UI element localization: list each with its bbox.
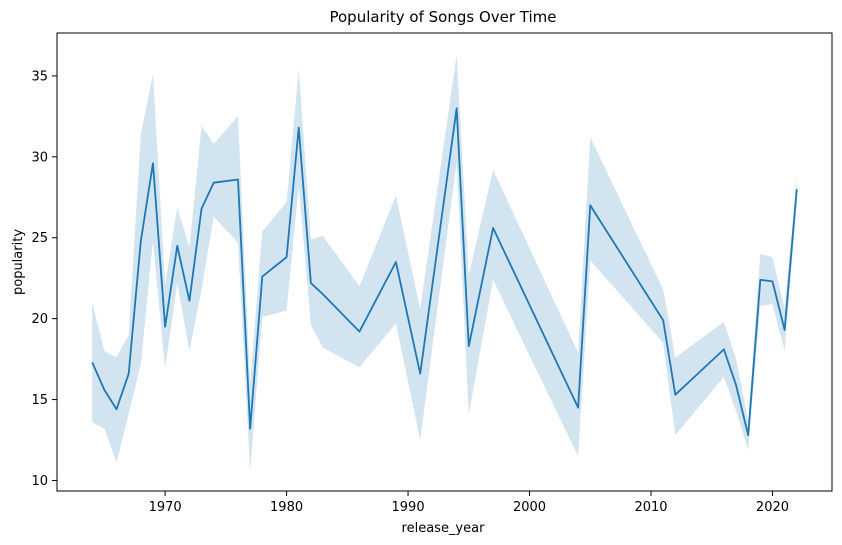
data-point (211, 180, 216, 185)
data-point (758, 277, 763, 282)
data-point (163, 324, 168, 329)
y-tick-label: 15 (31, 393, 48, 408)
x-tick-label: 2020 (756, 500, 789, 515)
data-point (588, 203, 593, 208)
plot-frame (56, 32, 833, 492)
x-tick-label: 1970 (149, 500, 182, 515)
data-point (466, 344, 471, 349)
x-axis-label: release_year (402, 521, 486, 536)
confidence-band (92, 54, 797, 471)
data-point (782, 327, 787, 332)
y-tick-label: 20 (31, 312, 48, 327)
data-point (150, 161, 155, 166)
data-point (321, 292, 326, 297)
data-point (138, 238, 143, 243)
data-point (126, 371, 131, 376)
data-point (746, 433, 751, 438)
data-point (199, 206, 204, 211)
data-point (102, 387, 107, 392)
y-tick-label: 30 (31, 150, 48, 165)
data-point (187, 298, 192, 303)
data-point (284, 255, 289, 260)
y-tick-label: 35 (31, 69, 48, 84)
data-point (491, 226, 496, 231)
data-point (673, 392, 678, 397)
x-tick-label: 1980 (270, 500, 303, 515)
data-point (236, 177, 241, 182)
series-line (91, 107, 798, 437)
y-tick-label: 25 (31, 231, 48, 246)
data-point (576, 405, 581, 410)
data-point (248, 426, 253, 431)
data-point (90, 360, 95, 365)
data-point (454, 106, 459, 111)
chart-title: Popularity of Songs Over Time (329, 8, 556, 26)
y-tick-label: 10 (31, 474, 48, 489)
x-tick-label: 2000 (513, 500, 546, 515)
data-point (393, 260, 398, 265)
data-point (308, 281, 313, 286)
data-point (734, 383, 739, 388)
data-point (357, 329, 362, 334)
data-point (114, 407, 119, 412)
data-point (770, 279, 775, 284)
data-point (418, 371, 423, 376)
x-tick-label: 2010 (634, 500, 667, 515)
data-point (661, 318, 666, 323)
data-point (260, 274, 265, 279)
x-tick-label: 1990 (392, 500, 425, 515)
data-point (721, 347, 726, 352)
y-axis-label: popularity (11, 229, 26, 295)
axes: 1970 1980 1990 2000 2010 2020 10 15 20 25 30 35 (31, 32, 833, 515)
data-point (794, 187, 799, 192)
data-point (175, 243, 180, 248)
plot-area (90, 54, 799, 471)
data-point (296, 125, 301, 130)
